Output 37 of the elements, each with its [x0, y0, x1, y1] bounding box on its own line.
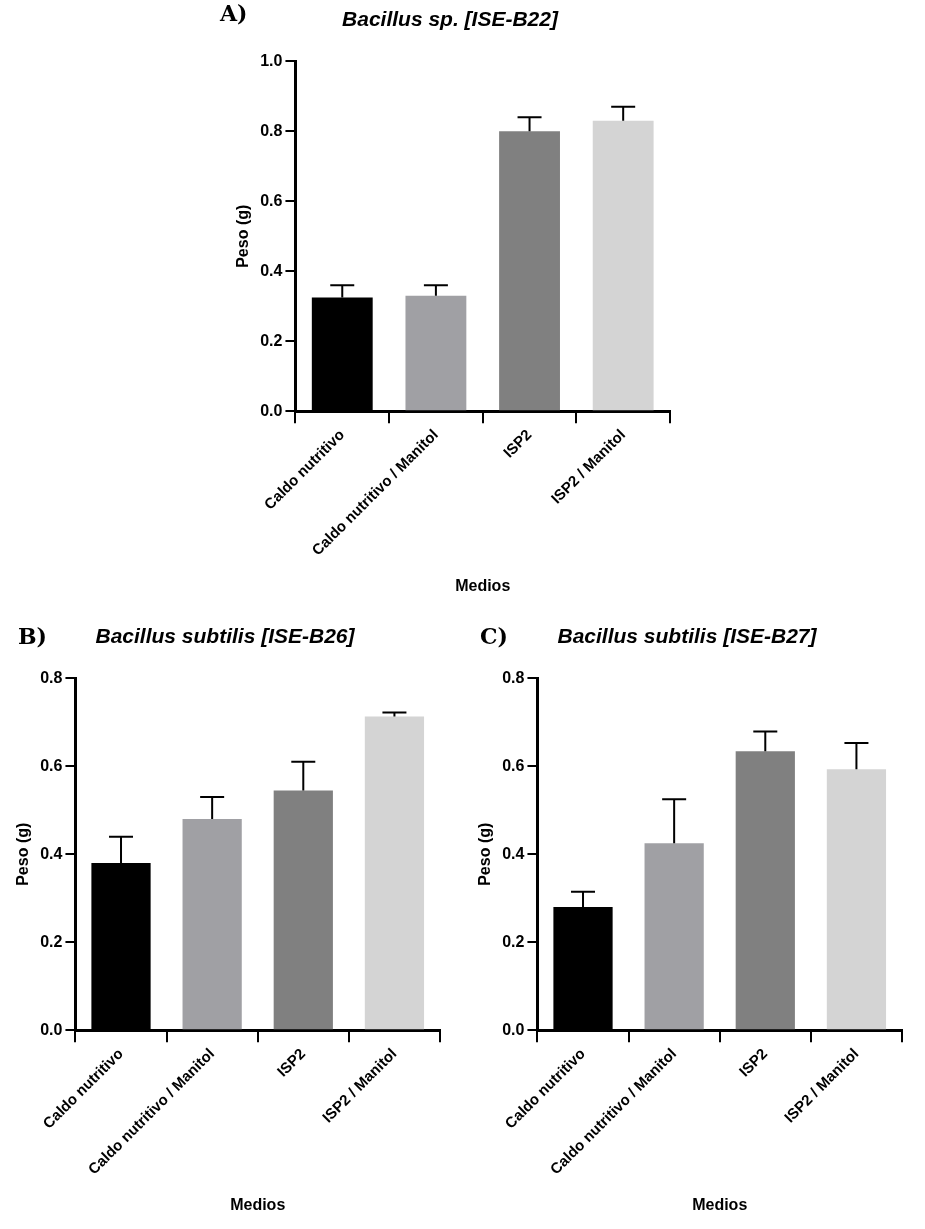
bar	[499, 131, 560, 411]
x-axis-title: Medios	[455, 576, 511, 594]
bar	[273, 790, 333, 1030]
y-tick-label: 1.0	[260, 51, 283, 69]
bar	[405, 295, 467, 411]
bar	[826, 769, 887, 1030]
y-tick-label: 0.0	[502, 1020, 525, 1038]
y-axis-title: Peso (g)	[234, 204, 252, 268]
y-tick-label: 0.2	[260, 331, 283, 349]
y-tick-label: 0.8	[260, 121, 283, 139]
y-tick-label: 0.6	[40, 756, 63, 774]
text: C)	[480, 623, 508, 649]
y-tick-label: 0.8	[40, 668, 63, 686]
bar	[644, 843, 704, 1030]
y-axis-title: Peso (g)	[14, 822, 32, 886]
chart-title: Bacillus subtilis [ISE-B27]	[557, 624, 818, 648]
y-tick-label: 0.6	[502, 756, 525, 774]
y-tick-label: 0.8	[502, 668, 525, 686]
y-tick-label: 0.4	[260, 261, 283, 279]
x-axis-title: Medios	[230, 1195, 286, 1213]
y-tick-label: 0.2	[502, 932, 525, 950]
y-axis-title: Peso (g)	[476, 822, 494, 886]
y-tick-label: 0.6	[260, 191, 283, 209]
y-tick-label: 0.0	[260, 401, 283, 419]
y-tick-label: 0.4	[40, 844, 63, 862]
text: A)	[220, 0, 248, 26]
bar	[364, 716, 425, 1030]
chart-title: Bacillus sp. [ISE-B22]	[342, 7, 559, 31]
y-tick-label: 0.2	[40, 932, 63, 950]
chart-title: Bacillus subtilis [ISE-B26]	[95, 624, 356, 648]
bar	[735, 751, 795, 1030]
bar	[592, 120, 654, 411]
text: B)	[18, 623, 48, 649]
bar	[182, 819, 242, 1030]
y-tick-label: 0.0	[40, 1020, 63, 1038]
y-tick-label: 0.4	[502, 844, 525, 862]
x-axis-title: Medios	[692, 1195, 748, 1213]
